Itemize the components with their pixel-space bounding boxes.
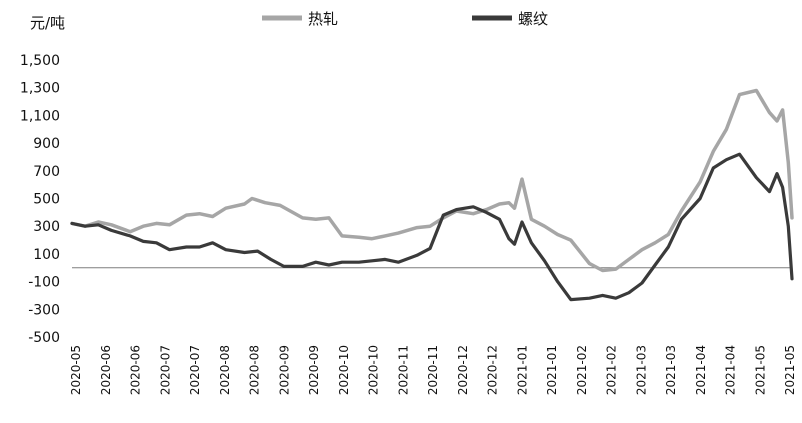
y-tick-label: 300 [33, 219, 60, 235]
y-tick-label: 500 [33, 192, 60, 208]
x-tick-label: 2020-11 [396, 345, 410, 395]
x-tick-label: 2021-02 [575, 345, 589, 395]
y-tick-label: 100 [33, 247, 60, 263]
x-tick-label: 2021-02 [605, 345, 619, 395]
y-tick-label: 1,300 [20, 81, 60, 97]
legend-label-hot-rolled: 热轧 [308, 10, 338, 28]
x-tick-label: 2020-11 [426, 345, 440, 395]
x-tick-label: 2021-01 [545, 345, 559, 395]
x-tick-label: 2021-01 [515, 345, 529, 395]
x-tick-label: 2021-03 [634, 345, 648, 395]
x-tick-label: 2020-07 [188, 345, 202, 395]
legend-label-rebar: 螺纹 [518, 10, 548, 28]
x-tick-label: 2021-04 [694, 345, 708, 395]
x-tick-label: 2020-06 [99, 345, 113, 395]
y-tick-label: -300 [28, 302, 60, 318]
y-tick-label: 900 [33, 136, 60, 152]
x-tick-label: 2020-06 [129, 345, 143, 395]
x-tick-label: 2021-03 [664, 345, 678, 395]
x-tick-label: 2020-09 [277, 345, 291, 395]
x-tick-label: 2020-08 [248, 345, 262, 395]
y-tick-label: -100 [28, 275, 60, 291]
x-tick-label: 2020-12 [456, 345, 470, 395]
x-tick-label: 2021-04 [724, 345, 738, 395]
y-tick-label: 1,100 [20, 108, 60, 124]
y-axis-unit-label: 元/吨 [30, 14, 65, 32]
y-tick-label: 1,500 [20, 53, 60, 69]
x-tick-label: 2020-07 [158, 345, 172, 395]
y-tick-label: -500 [28, 330, 60, 346]
y-tick-label: 700 [33, 164, 60, 180]
x-tick-label: 2021-05 [783, 345, 797, 395]
x-tick-label: 2020-12 [486, 345, 500, 395]
x-tick-label: 2021-05 [753, 345, 767, 395]
series-line-hot-rolled [70, 88, 794, 273]
x-tick-label: 2020-10 [367, 345, 381, 395]
x-tick-label: 2020-05 [69, 345, 83, 395]
x-tick-label: 2020-08 [218, 345, 232, 395]
x-tick-label: 2020-10 [337, 345, 351, 395]
x-tick-label: 2020-09 [307, 345, 321, 395]
series-line-rebar [70, 152, 794, 302]
